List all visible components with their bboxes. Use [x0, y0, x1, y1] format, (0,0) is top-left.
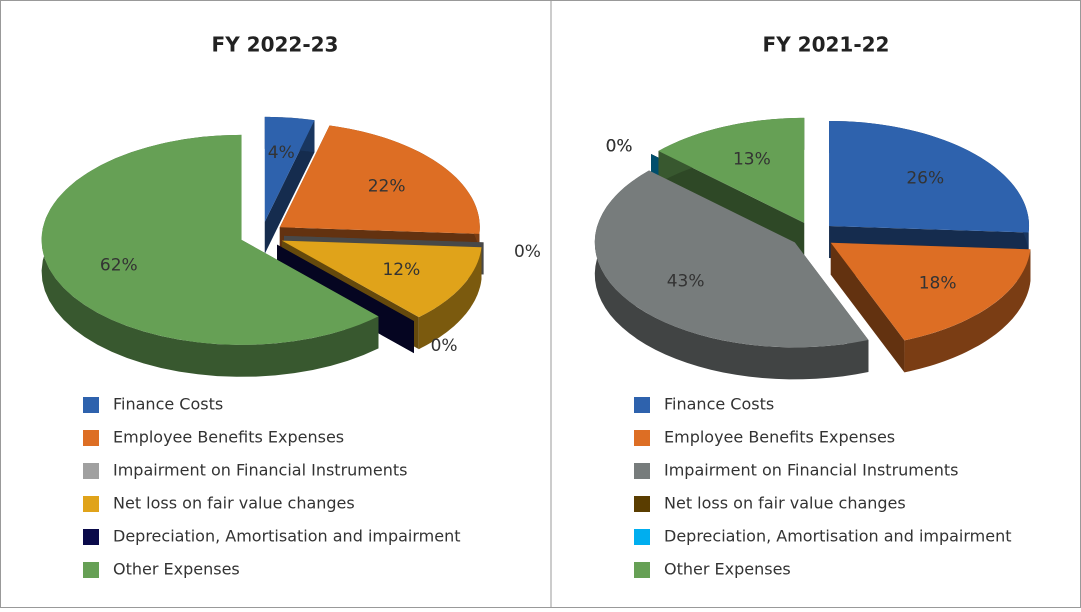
legend-swatch [634, 529, 650, 545]
legend-label: Net loss on fair value changes [113, 494, 355, 513]
slice-top [279, 125, 480, 234]
slice-side [594, 170, 869, 380]
slice-top [658, 117, 805, 223]
legend-label: Net loss on fair value changes [664, 494, 906, 513]
data-label: 26% [906, 169, 944, 189]
slice-side [41, 134, 379, 377]
legend-label: Finance Costs [113, 395, 223, 414]
slice-top [830, 242, 1031, 341]
legend-swatch [83, 397, 99, 413]
slice-edge [830, 242, 905, 373]
legend-label: Employee Benefits Expenses [664, 428, 895, 447]
legend-label: Other Expenses [113, 560, 240, 579]
legend-label: Impairment on Financial Instruments [113, 461, 407, 480]
pie-tops [594, 117, 1031, 348]
legend-swatch [634, 463, 650, 479]
data-label: 4% [268, 143, 295, 163]
data-label: 12% [382, 260, 420, 280]
pie-tops [41, 116, 484, 345]
data-label: 62% [100, 255, 138, 275]
chart-title: FY 2021-22 [763, 33, 890, 57]
data-label: 22% [368, 177, 406, 197]
chart-title: FY 2022-23 [212, 33, 339, 57]
legend-swatch [83, 463, 99, 479]
legend-swatch [634, 430, 650, 446]
slice-edge [264, 120, 315, 254]
data-label: 43% [667, 271, 705, 291]
legend-swatch [634, 562, 650, 578]
slice-top [281, 240, 482, 318]
data-label: 0% [606, 136, 633, 156]
data-label: 0% [606, 136, 633, 156]
data-label: 0% [431, 336, 458, 356]
data-label: 13% [733, 149, 771, 169]
legend-label: Depreciation, Amortisation and impairmen… [664, 527, 1012, 546]
legend-label: Employee Benefits Expenses [113, 428, 344, 447]
slice-edge [658, 151, 805, 255]
legend-label: Impairment on Financial Instruments [664, 461, 958, 480]
data-label: 0% [514, 242, 541, 262]
legend-label: Other Expenses [664, 560, 791, 579]
legend-swatch [634, 397, 650, 413]
legend-swatch [83, 562, 99, 578]
slice-side [904, 249, 1031, 373]
legend-swatch [83, 430, 99, 446]
legend-swatch [634, 496, 650, 512]
slice-top [594, 170, 869, 348]
slice-side [418, 247, 482, 350]
legend-swatch [83, 529, 99, 545]
data-label: 18% [919, 273, 957, 293]
slice-top [41, 134, 379, 345]
slice-top [829, 120, 1030, 233]
legend-swatch [83, 496, 99, 512]
legend-label: Finance Costs [664, 395, 774, 414]
slice-top [264, 116, 315, 222]
slice-top [277, 244, 414, 322]
legend-label: Depreciation, Amortisation and impairmen… [113, 527, 461, 546]
